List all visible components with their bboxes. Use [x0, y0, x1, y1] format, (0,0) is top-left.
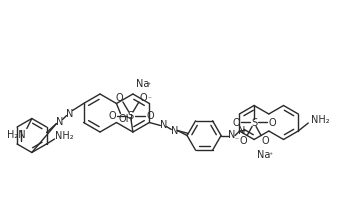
Text: N: N — [239, 126, 246, 136]
Text: ⁺: ⁺ — [147, 80, 151, 90]
Text: O: O — [146, 111, 154, 121]
Text: N: N — [228, 131, 236, 140]
Text: O: O — [239, 136, 247, 145]
Text: S: S — [251, 118, 257, 128]
Text: O: O — [261, 136, 269, 145]
Text: N: N — [160, 121, 167, 131]
Text: ⁺: ⁺ — [268, 151, 272, 160]
Text: O: O — [115, 93, 123, 103]
Text: Na: Na — [136, 79, 149, 89]
Text: N: N — [56, 116, 63, 126]
Text: S: S — [128, 111, 134, 121]
Text: OH: OH — [119, 114, 134, 124]
Text: N: N — [66, 109, 73, 119]
Text: NH₂: NH₂ — [55, 131, 74, 141]
Text: NH₂: NH₂ — [311, 115, 329, 125]
Text: ⁻: ⁻ — [234, 135, 238, 144]
Text: O: O — [268, 118, 276, 128]
Text: Na: Na — [257, 150, 270, 160]
Text: ⁻: ⁻ — [148, 94, 152, 104]
Text: O: O — [232, 118, 240, 128]
Text: N: N — [171, 126, 178, 136]
Text: O: O — [139, 93, 147, 103]
Text: H₂N: H₂N — [7, 131, 25, 140]
Text: O: O — [108, 111, 116, 121]
